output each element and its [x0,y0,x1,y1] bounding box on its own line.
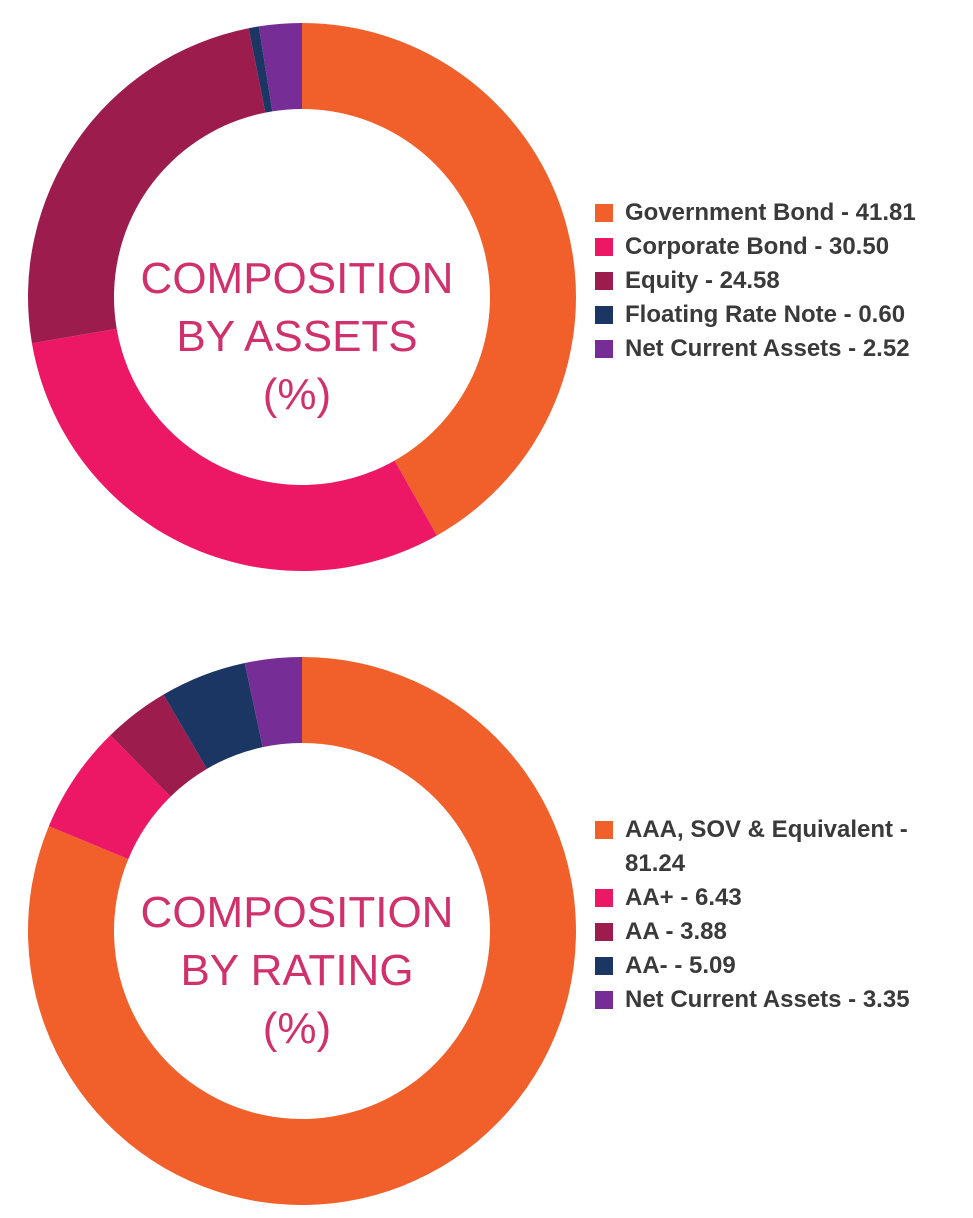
assets-legend-swatch [595,238,613,256]
assets-slice-2 [31,328,437,571]
rating-chart: COMPOSITION BY RATING (%) AAA, SOV & Equ… [0,640,973,1218]
assets-center-title: COMPOSITION BY ASSETS (%) [127,250,467,424]
rating-legend-swatch [595,991,613,1009]
assets-title-line-2: BY ASSETS [176,312,418,361]
assets-legend-swatch [595,340,613,358]
rating-title-line-1: COMPOSITION [140,888,454,937]
rating-legend-swatch [595,957,613,975]
rating-slice-5 [244,657,302,748]
assets-slice-5 [258,23,302,112]
rating-legend-swatch [595,923,613,941]
assets-legend-label: Net Current Assets - 2.52 [625,335,910,362]
rating-title-line-2: BY RATING [180,946,414,995]
assets-slice-3 [28,28,266,344]
assets-legend-item: Floating Rate Note - 0.60 [595,298,916,332]
assets-legend: Government Bond - 41.81 Corporate Bond -… [595,196,916,366]
rating-legend-label: AA- - 5.09 [625,952,736,979]
rating-center-title: COMPOSITION BY RATING (%) [127,884,467,1058]
rating-legend-item: AA+ - 6.43 [595,881,910,915]
rating-legend-label: AA+ - 6.43 [625,884,742,911]
assets-title-line-1: COMPOSITION [140,254,454,303]
rating-slice-4 [163,663,263,769]
rating-legend-item: Net Current Assets - 3.35 [595,983,910,1017]
assets-legend-swatch [595,306,613,324]
assets-legend-label: Floating Rate Note - 0.60 [625,301,906,328]
assets-legend-swatch [595,204,613,222]
rating-legend-label: AAA, SOV & Equivalent - [625,816,908,843]
rating-legend-swatch [595,889,613,907]
assets-title-line-3: (%) [262,370,332,419]
assets-legend-label: Equity - 24.58 [625,267,780,294]
rating-title-line-3: (%) [262,1004,332,1053]
rating-legend-item: AA - 3.88 [595,915,910,949]
assets-legend-item: Corporate Bond - 30.50 [595,230,916,264]
rating-legend: AAA, SOV & Equivalent - 81.24 AA+ - 6.43… [595,813,910,1017]
rating-legend-swatch [595,821,613,839]
assets-legend-swatch [595,272,613,290]
rating-slice-1 [28,657,577,1205]
rating-legend-label-cont: 81.24 [625,850,686,877]
rating-donut [28,657,577,1205]
assets-legend-item: Government Bond - 41.81 [595,196,916,230]
assets-slice-4 [248,26,273,113]
assets-legend-item: Equity - 24.58 [595,264,916,298]
assets-chart: COMPOSITION BY ASSETS (%) Government Bon… [0,0,973,600]
rating-legend-label: Net Current Assets - 3.35 [625,986,910,1013]
assets-slice-1 [302,23,576,536]
assets-legend-label: Government Bond - 41.81 [625,199,916,226]
rating-legend-item: AAA, SOV & Equivalent - 81.24 [595,813,910,881]
rating-legend-label: AA - 3.88 [625,918,727,945]
assets-donut [28,23,576,571]
rating-slice-3 [110,694,207,797]
assets-legend-label: Corporate Bond - 30.50 [625,233,890,260]
assets-legend-item: Net Current Assets - 2.52 [595,332,916,366]
rating-slice-2 [48,735,171,860]
rating-legend-item: AA- - 5.09 [595,949,910,983]
